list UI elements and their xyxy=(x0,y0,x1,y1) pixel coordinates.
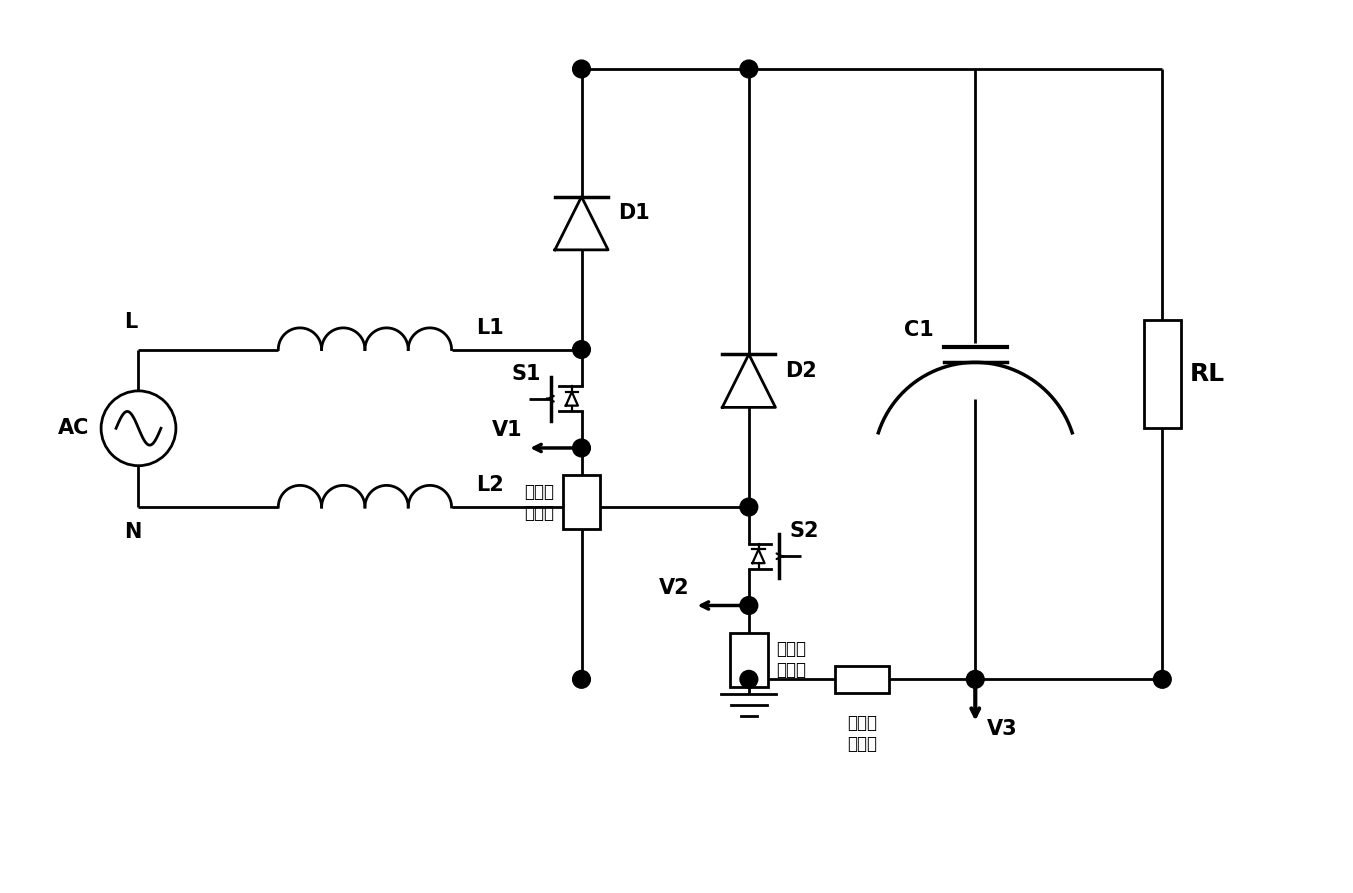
Text: 第一采
样单元: 第一采 样单元 xyxy=(524,483,553,522)
Bar xyxy=(835,665,889,693)
Bar xyxy=(731,632,767,687)
Text: L: L xyxy=(123,312,137,332)
Text: V1: V1 xyxy=(491,420,522,440)
Bar xyxy=(1143,320,1181,429)
Text: N: N xyxy=(123,522,141,542)
Circle shape xyxy=(740,498,758,516)
Circle shape xyxy=(740,60,758,78)
Circle shape xyxy=(966,671,984,689)
Circle shape xyxy=(1154,671,1172,689)
Text: L1: L1 xyxy=(476,318,503,338)
Circle shape xyxy=(572,340,590,358)
Circle shape xyxy=(572,439,590,457)
Text: S1: S1 xyxy=(511,364,541,384)
Text: L2: L2 xyxy=(476,475,503,496)
Circle shape xyxy=(740,597,758,614)
Text: RL: RL xyxy=(1189,363,1224,386)
Circle shape xyxy=(572,60,590,78)
Circle shape xyxy=(740,671,758,689)
Text: 第二采
样单元: 第二采 样单元 xyxy=(777,640,806,679)
Text: D1: D1 xyxy=(618,204,649,223)
Bar xyxy=(563,475,601,530)
Text: D2: D2 xyxy=(785,361,817,381)
Text: S2: S2 xyxy=(789,522,819,541)
Circle shape xyxy=(572,671,590,689)
Text: V2: V2 xyxy=(659,578,690,597)
Text: AC: AC xyxy=(58,418,89,438)
Text: V3: V3 xyxy=(988,719,1017,739)
Text: 第三采
样单元: 第三采 样单元 xyxy=(847,714,877,753)
Text: C1: C1 xyxy=(904,320,934,340)
